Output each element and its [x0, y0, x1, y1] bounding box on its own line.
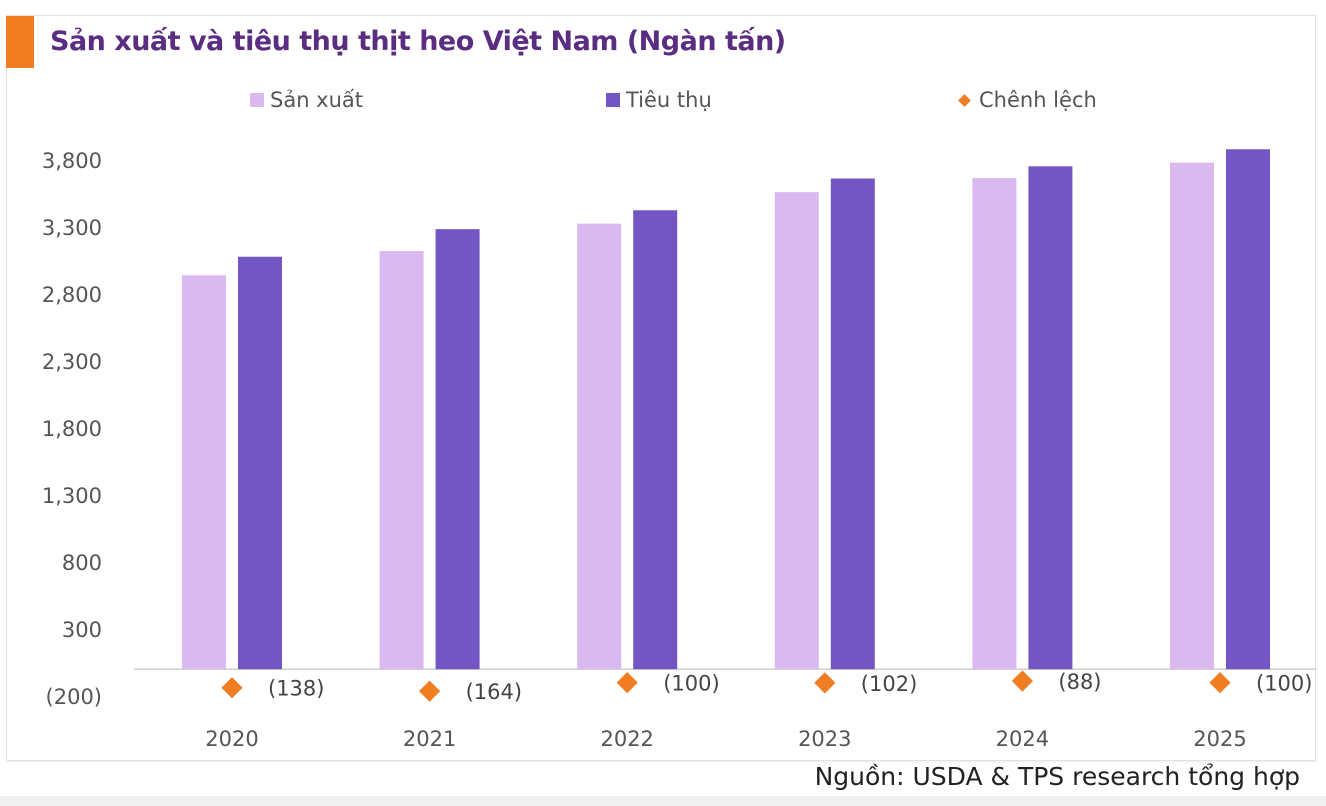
- bar-san-xuat: [577, 223, 622, 670]
- x-tick-label: 2024: [996, 727, 1049, 751]
- data-label-chenh-lech: (100): [663, 672, 719, 696]
- data-label-chenh-lech: (164): [466, 680, 522, 704]
- y-tick-label: 300: [62, 618, 102, 642]
- y-tick-label: 3,800: [42, 149, 102, 173]
- source-note: Nguồn: USDA & TPS research tổng hợp: [814, 762, 1300, 791]
- legend-label: Chênh lệch: [979, 88, 1097, 112]
- marker-chenh-lech: [616, 671, 638, 694]
- y-tick-label: 2,800: [42, 283, 102, 307]
- y-tick-label: 1,300: [42, 484, 102, 508]
- bar-san-xuat: [972, 178, 1017, 670]
- legend-label: Tiêu thụ: [626, 88, 712, 112]
- marker-chenh-lech: [1209, 671, 1231, 694]
- marker-chenh-lech: [814, 672, 836, 694]
- title-accent-bar: [6, 16, 34, 68]
- data-label-chenh-lech: (88): [1058, 670, 1101, 694]
- bar-tieu-thu: [1226, 149, 1270, 670]
- bar-san-xuat: [182, 275, 226, 670]
- x-tick-label: 2025: [1193, 727, 1246, 751]
- bar-tieu-thu: [238, 256, 282, 670]
- legend-swatch: [606, 93, 620, 107]
- bar-tieu-thu: [830, 178, 875, 670]
- chart-frame: [6, 15, 1316, 761]
- data-label-chenh-lech: (138): [268, 677, 324, 701]
- x-tick-label: 2023: [798, 727, 851, 751]
- legend-swatch: [250, 93, 264, 107]
- legend-label: Sản xuất: [270, 88, 364, 112]
- y-tick-label: 3,300: [42, 216, 102, 240]
- bar-san-xuat: [1170, 162, 1214, 670]
- legend-item-san-xuat: Sản xuất: [250, 88, 363, 112]
- data-label-chenh-lech: (102): [861, 672, 917, 696]
- marker-chenh-lech: [221, 677, 243, 699]
- bar-tieu-thu: [435, 229, 480, 670]
- bottom-strip: [0, 796, 1326, 806]
- y-tick-label: 2,300: [42, 350, 102, 374]
- y-tick-label: 1,800: [42, 417, 102, 441]
- marker-chenh-lech: [1011, 670, 1034, 692]
- bar-san-xuat: [379, 251, 424, 670]
- data-label-chenh-lech: (100): [1256, 672, 1312, 696]
- x-tick-label: 2022: [600, 727, 653, 751]
- legend-item-tieu-thu: Tiêu thụ: [606, 88, 712, 112]
- legend-item-chenh-lech: Chênh lệch: [958, 88, 1097, 112]
- x-tick-label: 2021: [403, 727, 456, 751]
- x-tick-label: 2020: [205, 727, 258, 751]
- y-tick-label: 800: [62, 551, 102, 575]
- bar-tieu-thu: [1028, 166, 1073, 670]
- marker-chenh-lech: [418, 680, 441, 702]
- chart-title: Sản xuất và tiêu thụ thịt heo Việt Nam (…: [50, 26, 786, 57]
- y-tick-label: (200): [46, 685, 102, 709]
- bar-tieu-thu: [633, 210, 678, 670]
- bar-san-xuat: [774, 192, 819, 670]
